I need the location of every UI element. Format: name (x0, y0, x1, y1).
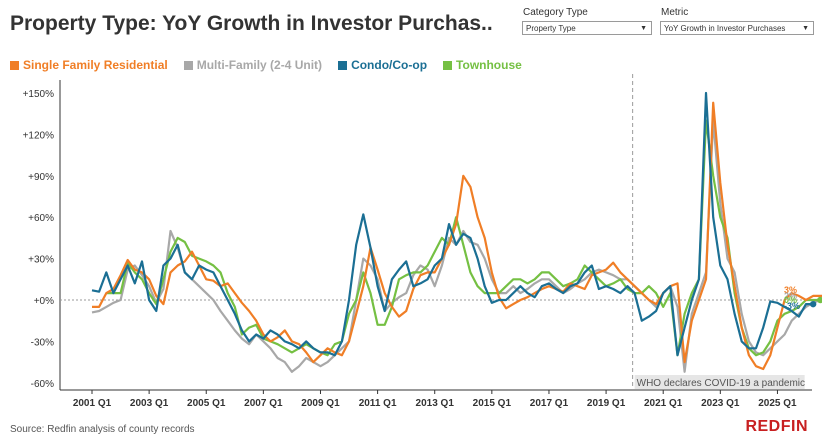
category-type-dropdown[interactable]: Property Type ▼ (522, 21, 652, 35)
legend-swatch (183, 60, 193, 70)
y-tick-label: +60% (28, 213, 54, 224)
x-tick-label: 2025 Q1 (758, 398, 797, 409)
annotation-box (634, 375, 805, 389)
legend-item-townhouse[interactable]: Townhouse (443, 58, 522, 72)
x-tick-label: 2013 Q1 (416, 398, 455, 409)
source-note: Source: Redfin analysis of county record… (10, 424, 195, 435)
x-tick-label: 2023 Q1 (701, 398, 740, 409)
page-title: Property Type: YoY Growth in Investor Pu… (10, 12, 493, 35)
chevron-down-icon: ▼ (802, 25, 809, 32)
x-tick-label: 2007 Q1 (244, 398, 283, 409)
y-tick-label: -60% (31, 379, 54, 390)
x-tick-label: 2005 Q1 (187, 398, 226, 409)
category-type-value: Property Type (526, 24, 576, 33)
x-tick-label: 2021 Q1 (644, 398, 683, 409)
x-tick-label: 2015 Q1 (473, 398, 512, 409)
redfin-logo: REDFIN (745, 418, 808, 435)
y-tick-label: +30% (28, 255, 54, 266)
legend-swatch (338, 60, 348, 70)
series-line-townhouse (106, 119, 821, 357)
legend-label: Condo/Co-op (351, 58, 428, 72)
legend-label: Townhouse (456, 58, 522, 72)
legend-label: Single Family Residential (23, 58, 168, 72)
y-tick-label: +90% (28, 172, 54, 183)
x-tick-label: 2003 Q1 (130, 398, 169, 409)
end-value-label: 3% (784, 285, 797, 295)
legend-label: Multi-Family (2-4 Unit) (196, 58, 323, 72)
x-tick-label: 2017 Q1 (530, 398, 569, 409)
end-value-label: 2% (784, 291, 797, 301)
series-line-single-family-residential (92, 101, 822, 371)
x-tick-label: 2009 Q1 (301, 398, 340, 409)
end-value-label: -3% (784, 301, 800, 311)
category-type-label: Category Type (523, 7, 588, 18)
y-tick-label: +120% (23, 130, 55, 141)
y-tick-label: -30% (31, 337, 54, 348)
metric-value: YoY Growth in Investor Purchases (664, 24, 786, 33)
series-end-marker (809, 300, 817, 308)
series-line-condo-co-op (91, 91, 814, 357)
legend-item-multi-family[interactable]: Multi-Family (2-4 Unit) (183, 58, 323, 72)
x-tick-label: 2019 Q1 (587, 398, 626, 409)
y-tick-label: +150% (23, 89, 55, 100)
series-line-multi-family-2-4-unit- (91, 119, 822, 373)
series-end-marker (817, 296, 822, 304)
metric-label: Metric (661, 7, 689, 18)
end-value-label: 0% (784, 295, 797, 305)
metric-dropdown[interactable]: YoY Growth in Investor Purchases ▼ (660, 21, 814, 35)
chevron-down-icon: ▼ (640, 25, 647, 32)
annotation-text: WHO declares COVID-19 a pandemic (637, 378, 805, 389)
legend-swatch (443, 60, 453, 70)
legend-item-condo[interactable]: Condo/Co-op (338, 58, 427, 72)
y-tick-label: +0% (34, 296, 54, 307)
legend-swatch (10, 60, 19, 70)
chart-legend: Single Family Residential Multi-Family (… (10, 58, 522, 72)
x-tick-label: 2011 Q1 (359, 398, 397, 409)
legend-item-single-family[interactable]: Single Family Residential (10, 58, 168, 72)
x-tick-label: 2001 Q1 (73, 398, 112, 409)
